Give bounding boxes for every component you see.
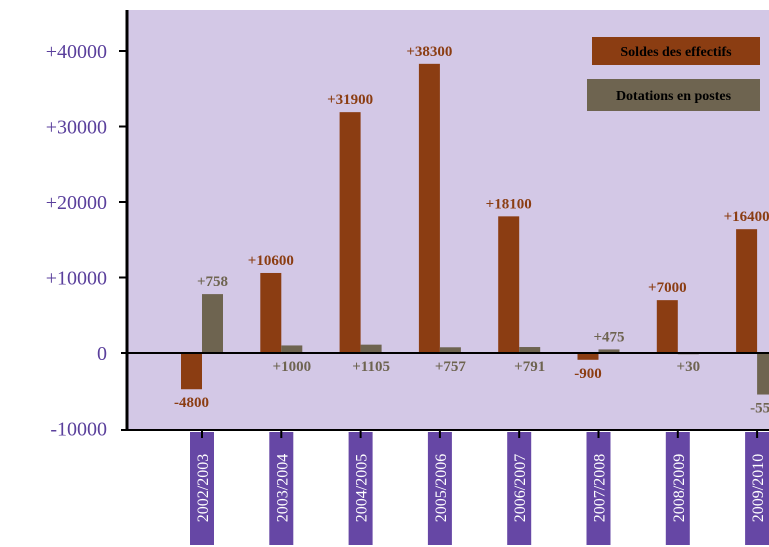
category-label: 2002/2003 — [195, 454, 212, 522]
data-label-dotations: +758 — [197, 274, 228, 290]
data-label-dotations: +30 — [677, 359, 701, 375]
legend-swatch-dotations — [587, 79, 760, 111]
bar-soldes-2003-2004 — [260, 272, 282, 353]
legend: Soldes des effectifs Dotations en postes — [587, 37, 760, 111]
data-labels: -4800 +758 +10600 +1000 +31900 +1105 +38300 +75… — [174, 44, 769, 417]
y-axis-ticks: -10000 0 +10000 +20000 +30000 +40000 — [46, 41, 127, 441]
x-axis-category-labels: 2002/2003 2003/2004 2004/2005 2005/2006 2006… — [190, 430, 769, 545]
category-label-background — [348, 432, 373, 545]
legend-label: Dotations en postes — [616, 89, 732, 104]
category-label-background — [745, 432, 769, 545]
axes — [121, 10, 769, 431]
legend-label: Soldes des effectifs — [620, 45, 732, 60]
y-tick-label: +40000 — [46, 41, 107, 63]
category-label: 2005/2006 — [433, 454, 450, 522]
category-label: 2007/2008 — [592, 454, 609, 522]
data-label-dotations: +475 — [593, 329, 624, 345]
category-label-background — [269, 432, 294, 545]
data-label-soldes: -4800 — [174, 395, 209, 411]
legend-swatch-soldes — [592, 37, 760, 65]
y-tick-label: +10000 — [46, 268, 107, 290]
category-label: 2003/2004 — [274, 454, 291, 522]
data-label-soldes: +7000 — [648, 280, 687, 296]
data-label-soldes: +18100 — [486, 196, 532, 212]
bar-soldes-2005-2006 — [418, 63, 440, 354]
bar-dotations-2006-2007 — [519, 347, 541, 353]
data-label-dotations: -5500 — [750, 401, 769, 417]
data-label-dotations: +1105 — [352, 359, 390, 375]
bar-dotations-2004-2005 — [360, 344, 382, 353]
data-label-soldes: +16400 — [724, 209, 769, 225]
y-tick-label: +20000 — [46, 192, 107, 214]
bar-dotations-2003-2004 — [281, 345, 303, 353]
data-label-dotations: +1000 — [273, 359, 312, 375]
bars — [181, 63, 769, 395]
y-tick-label: -10000 — [50, 419, 107, 441]
data-label-soldes: -900 — [574, 366, 602, 382]
bar-soldes-2008-2009 — [656, 300, 678, 353]
category-label: 2008/2009 — [671, 454, 688, 522]
data-label-soldes: +10600 — [248, 253, 294, 269]
data-label-soldes: +38300 — [406, 44, 452, 60]
bar-dotations-2005-2006 — [439, 347, 461, 353]
data-label-soldes: +31900 — [327, 92, 373, 108]
category-label-background — [665, 432, 690, 545]
bar-soldes-2002-2003 — [181, 353, 202, 390]
y-tick-label: +30000 — [46, 117, 107, 139]
bar-soldes-2004-2005 — [339, 112, 361, 353]
bar-soldes-2009-2010 — [736, 229, 758, 353]
category-label-background — [586, 432, 611, 545]
bar-dotations-2007-2008 — [598, 349, 620, 353]
category-label: 2009/2010 — [750, 454, 767, 522]
bar-dotations-2009-2010 — [757, 353, 769, 395]
data-label-dotations: +791 — [514, 359, 545, 375]
category-label-background — [507, 432, 532, 545]
bar-dotations-2002-2003 — [202, 294, 223, 353]
category-label-background — [427, 432, 452, 545]
data-label-dotations: +757 — [435, 359, 467, 375]
bar-soldes-2006-2007 — [498, 216, 520, 353]
category-label-background — [190, 432, 214, 545]
category-label: 2004/2005 — [354, 454, 371, 522]
bar-soldes-2007-2008 — [577, 353, 599, 360]
category-label: 2006/2007 — [512, 454, 529, 522]
y-tick-label: 0 — [97, 343, 107, 365]
